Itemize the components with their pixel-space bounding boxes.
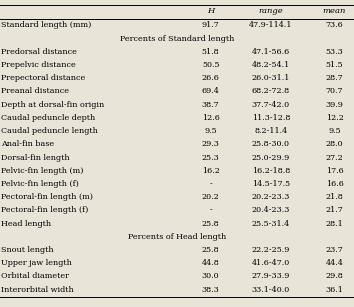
Text: 29.3: 29.3 bbox=[202, 140, 219, 148]
Text: 14.5-17.5: 14.5-17.5 bbox=[252, 180, 290, 188]
Text: 25.8: 25.8 bbox=[202, 220, 219, 227]
Text: 16.2: 16.2 bbox=[202, 167, 219, 175]
Text: 25.8: 25.8 bbox=[202, 246, 219, 254]
Text: 26.6: 26.6 bbox=[202, 74, 219, 82]
Text: Prepectoral distance: Prepectoral distance bbox=[1, 74, 85, 82]
Text: Head length: Head length bbox=[1, 220, 51, 227]
Text: 47.9-114.1: 47.9-114.1 bbox=[249, 21, 292, 29]
Text: 30.0: 30.0 bbox=[202, 272, 219, 280]
Text: Depth at dorsal-fin origin: Depth at dorsal-fin origin bbox=[1, 101, 104, 109]
Text: 44.4: 44.4 bbox=[326, 259, 343, 267]
Text: 9.5: 9.5 bbox=[204, 127, 217, 135]
Text: 21.7: 21.7 bbox=[326, 206, 343, 214]
Text: 25.0-29.9: 25.0-29.9 bbox=[252, 154, 290, 161]
Text: 11.3-12.8: 11.3-12.8 bbox=[252, 114, 290, 122]
Text: Pectoral-fin length (m): Pectoral-fin length (m) bbox=[1, 193, 93, 201]
Text: 73.6: 73.6 bbox=[326, 21, 343, 29]
Text: 27.2: 27.2 bbox=[326, 154, 343, 161]
Text: 51.5: 51.5 bbox=[326, 61, 343, 69]
Text: Preanal distance: Preanal distance bbox=[1, 87, 69, 95]
Text: 68.2-72.8: 68.2-72.8 bbox=[252, 87, 290, 95]
Text: Caudal peduncle depth: Caudal peduncle depth bbox=[1, 114, 95, 122]
Text: 22.2-25.9: 22.2-25.9 bbox=[252, 246, 290, 254]
Text: 41.6-47.0: 41.6-47.0 bbox=[252, 259, 290, 267]
Text: Prepelvic distance: Prepelvic distance bbox=[1, 61, 75, 69]
Text: 70.7: 70.7 bbox=[326, 87, 343, 95]
Text: 91.7: 91.7 bbox=[202, 21, 219, 29]
Text: 39.9: 39.9 bbox=[326, 101, 343, 109]
Text: 12.6: 12.6 bbox=[202, 114, 219, 122]
Text: 28.0: 28.0 bbox=[326, 140, 343, 148]
Text: 12.2: 12.2 bbox=[326, 114, 343, 122]
Text: 23.7: 23.7 bbox=[326, 246, 343, 254]
Text: -: - bbox=[209, 206, 212, 214]
Text: Orbital diameter: Orbital diameter bbox=[1, 272, 69, 280]
Text: 17.6: 17.6 bbox=[326, 167, 343, 175]
Text: 53.3: 53.3 bbox=[326, 48, 343, 56]
Text: 29.8: 29.8 bbox=[326, 272, 343, 280]
Text: Pectoral-fin length (f): Pectoral-fin length (f) bbox=[1, 206, 88, 214]
Text: 25.8-30.0: 25.8-30.0 bbox=[252, 140, 290, 148]
Text: Interorbital width: Interorbital width bbox=[1, 286, 74, 293]
Text: 9.5: 9.5 bbox=[328, 127, 341, 135]
Text: Dorsal-fin length: Dorsal-fin length bbox=[1, 154, 69, 161]
Text: 26.0-31.1: 26.0-31.1 bbox=[252, 74, 290, 82]
Text: 28.1: 28.1 bbox=[326, 220, 343, 227]
Text: 33.1-40.0: 33.1-40.0 bbox=[252, 286, 290, 293]
Text: H: H bbox=[207, 7, 214, 15]
Text: Snout length: Snout length bbox=[1, 246, 53, 254]
Text: 16.2-18.8: 16.2-18.8 bbox=[252, 167, 290, 175]
Text: Predorsal distance: Predorsal distance bbox=[1, 48, 76, 56]
Text: 48.2-54.1: 48.2-54.1 bbox=[252, 61, 290, 69]
Text: 38.7: 38.7 bbox=[202, 101, 219, 109]
Text: Standard length (mm): Standard length (mm) bbox=[1, 21, 91, 29]
Text: 50.5: 50.5 bbox=[202, 61, 219, 69]
Text: 51.8: 51.8 bbox=[202, 48, 219, 56]
Text: 28.7: 28.7 bbox=[326, 74, 343, 82]
Text: Anal-fin base: Anal-fin base bbox=[1, 140, 54, 148]
Text: 20.4-23.3: 20.4-23.3 bbox=[252, 206, 290, 214]
Text: Percents of Standard length: Percents of Standard length bbox=[120, 35, 234, 43]
Text: Pelvic-fin length (m): Pelvic-fin length (m) bbox=[1, 167, 83, 175]
Text: 47.1-56.6: 47.1-56.6 bbox=[252, 48, 290, 56]
Text: 37.7-42.0: 37.7-42.0 bbox=[252, 101, 290, 109]
Text: Upper jaw length: Upper jaw length bbox=[1, 259, 72, 267]
Text: 21.8: 21.8 bbox=[326, 193, 343, 201]
Text: Pelvic-fin length (f): Pelvic-fin length (f) bbox=[1, 180, 79, 188]
Text: -: - bbox=[209, 180, 212, 188]
Text: 20.2: 20.2 bbox=[202, 193, 219, 201]
Text: Caudal peduncle length: Caudal peduncle length bbox=[1, 127, 98, 135]
Text: 25.3: 25.3 bbox=[202, 154, 219, 161]
Text: 25.5-31.4: 25.5-31.4 bbox=[252, 220, 290, 227]
Text: mean: mean bbox=[323, 7, 346, 15]
Text: 36.1: 36.1 bbox=[326, 286, 343, 293]
Text: 8.2-11.4: 8.2-11.4 bbox=[254, 127, 287, 135]
Text: 27.9-33.9: 27.9-33.9 bbox=[252, 272, 290, 280]
Text: 44.8: 44.8 bbox=[202, 259, 219, 267]
Text: 20.2-23.3: 20.2-23.3 bbox=[252, 193, 290, 201]
Text: Percents of Head length: Percents of Head length bbox=[128, 233, 226, 241]
Text: 16.6: 16.6 bbox=[326, 180, 343, 188]
Text: 38.3: 38.3 bbox=[202, 286, 219, 293]
Text: 69.4: 69.4 bbox=[202, 87, 219, 95]
Text: range: range bbox=[258, 7, 283, 15]
